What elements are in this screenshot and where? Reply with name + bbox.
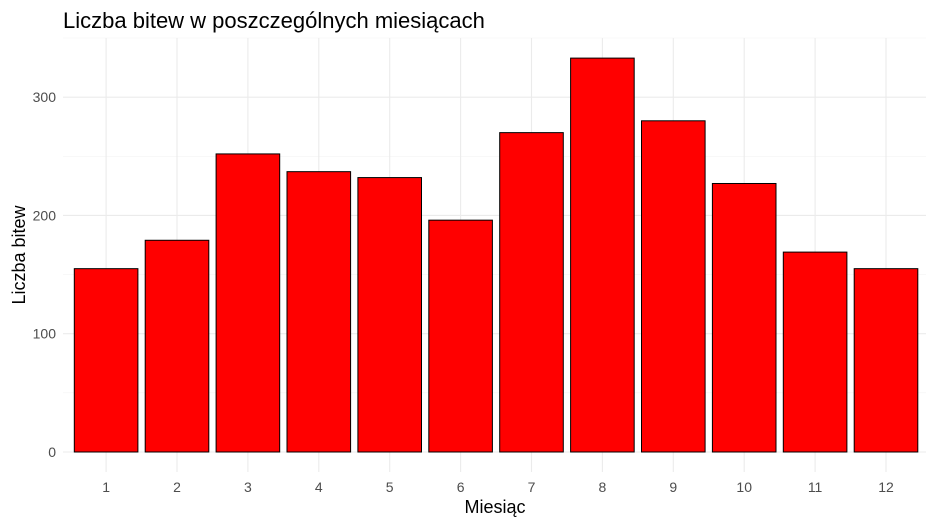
x-tick-label: 9 bbox=[669, 479, 677, 495]
x-tick-label: 1 bbox=[102, 479, 110, 495]
x-tick-label: 10 bbox=[736, 479, 752, 495]
bar-month-11 bbox=[782, 251, 848, 453]
bar-month-9 bbox=[641, 120, 706, 453]
bar-month-10 bbox=[711, 182, 777, 453]
x-tick-label: 8 bbox=[599, 479, 607, 495]
bar-month-8 bbox=[570, 57, 635, 453]
bar-month-4 bbox=[286, 171, 352, 453]
bar-month-7 bbox=[499, 132, 564, 453]
y-tick-label: 0 bbox=[48, 444, 56, 460]
x-tick-label: 12 bbox=[878, 479, 894, 495]
x-axis-title: Miesiąc bbox=[464, 497, 525, 517]
y-tick-labels: 0 100 200 300 bbox=[33, 89, 57, 460]
x-tick-label: 11 bbox=[808, 479, 823, 495]
y-axis-title: Liczba bitew bbox=[9, 204, 29, 304]
bar-month-6 bbox=[428, 219, 493, 453]
bar-month-3 bbox=[215, 153, 281, 453]
bar-month-1 bbox=[73, 268, 139, 453]
y-tick-label: 300 bbox=[33, 89, 57, 105]
x-tick-label: 5 bbox=[386, 479, 394, 495]
bar-month-12 bbox=[853, 268, 919, 453]
y-tick-label: 100 bbox=[33, 326, 57, 342]
chart-title: Liczba bitew w poszczególnych miesiącach bbox=[63, 8, 485, 33]
x-tick-labels: 1 2 3 4 5 6 7 8 9 10 11 12 bbox=[102, 479, 894, 495]
x-tick-label: 2 bbox=[173, 479, 181, 495]
bar-month-2 bbox=[144, 239, 210, 453]
bar-month-5 bbox=[357, 177, 422, 453]
x-tick-label: 7 bbox=[528, 479, 536, 495]
x-tick-label: 3 bbox=[244, 479, 252, 495]
bars bbox=[73, 57, 919, 453]
x-tick-label: 6 bbox=[457, 479, 465, 495]
y-tick-label: 200 bbox=[33, 207, 57, 223]
x-tick-label: 4 bbox=[315, 479, 323, 495]
